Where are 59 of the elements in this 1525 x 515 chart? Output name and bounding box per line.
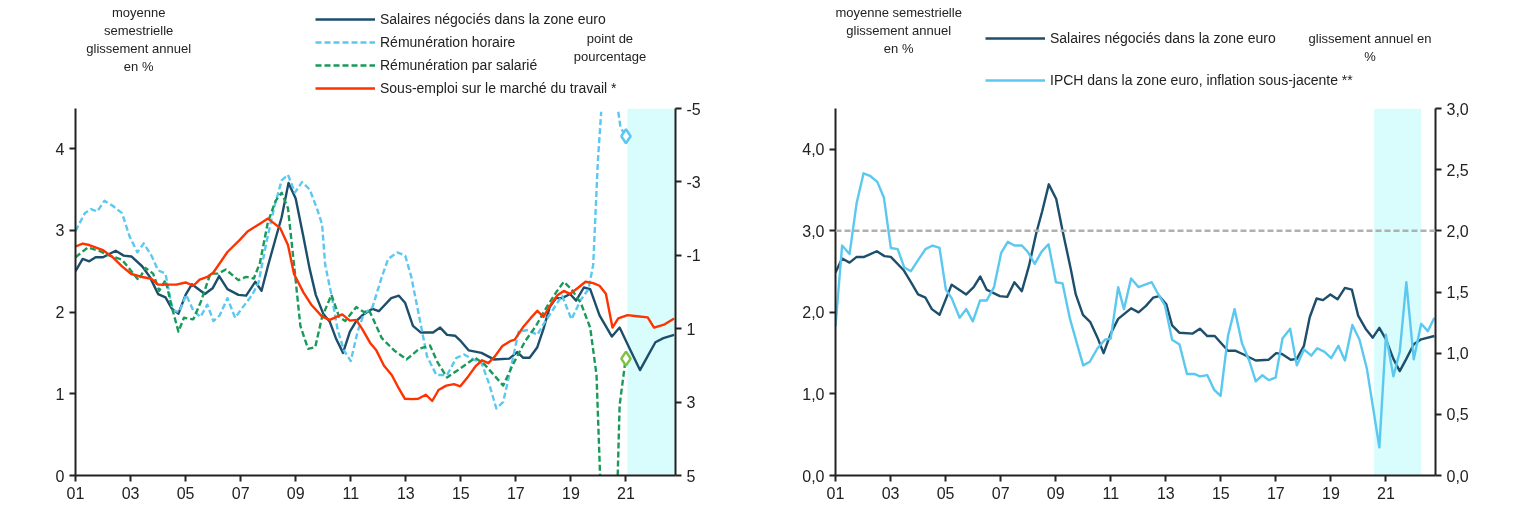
x-tick-label: 17 [506,484,525,502]
y-tick-label: 4,0 [802,141,825,159]
y-tick-label: 1 [55,385,65,403]
x-tick-label: 01 [66,484,85,502]
y2-axis-title: glissement annuel en % [1308,30,1432,64]
y2-axis-title: point de pourcentage [573,30,647,64]
x-tick-label: 15 [451,484,470,502]
y2-tick-label: 1,5 [1446,284,1469,301]
y-tick-label: 0,0 [802,467,825,485]
x-tick-label: 05 [176,484,195,502]
legend-label: Rémunération par salarié [380,57,538,73]
y-tick-label: 1,0 [802,385,825,403]
x-tick-label: 09 [286,484,305,502]
y-tick-label: 3,0 [802,222,825,240]
x-tick-label: 11 [1102,484,1120,502]
x-tick-label: 17 [1266,484,1285,502]
x-tick-label: 03 [881,484,900,502]
y2-tick-label: 5 [686,467,696,485]
y2-tick-label: 2,0 [1446,222,1469,240]
legend-label: Salaires négociés dans la zone euro [1050,30,1276,46]
x-tick-label: 03 [121,484,140,502]
y2-tick-label: 1 [686,320,696,338]
y2-tick-label: 1,0 [1446,345,1469,363]
x-tick-label: 13 [1156,484,1175,502]
line-series [835,172,1436,449]
y-axis-title: moyenne semestrielle glissement annuel en % [86,4,192,74]
y2-tick-label: -3 [686,173,701,191]
x-tick-label: 07 [231,484,250,502]
y2-tick-label: 0,5 [1446,406,1469,424]
x-tick-label: 01 [826,484,845,502]
legend-label: Salaires négociés dans la zone euro [380,11,606,27]
legend-label: Rémunération horaire [380,34,516,50]
y2-tick-label: -1 [686,247,701,265]
y2-tick-label: 3,0 [1446,100,1469,118]
y2-tick-label: 3 [686,394,696,412]
x-tick-label: 13 [396,484,415,502]
y-tick-label: 0 [55,467,65,485]
legend-label: IPCH dans la zone euro, inflation sous-jacente ** [1050,72,1353,88]
x-tick-label: 07 [991,484,1010,502]
line-series [75,217,676,403]
y-tick-label: 4 [55,140,65,158]
x-tick-label: 05 [936,484,955,502]
x-tick-label: 15 [1211,484,1230,502]
y-tick-label: 2,0 [802,304,825,322]
y2-tick-label: -5 [686,100,701,118]
x-tick-label: 11 [342,484,360,502]
line-series [835,183,1436,373]
y-tick-label: 2 [55,304,65,322]
y-tick-label: 3 [55,222,65,240]
legend-label: Sous-emploi sur le marché du travail * [380,80,617,96]
line-series [75,181,676,372]
y2-tick-label: 2,5 [1446,161,1469,179]
x-tick-label: 19 [1322,484,1340,502]
x-tick-label: 21 [1377,484,1395,502]
y2-tick-label: 0,0 [1446,467,1469,485]
x-tick-label: 21 [617,484,635,502]
x-tick-label: 09 [1046,484,1065,502]
y-axis-title: moyenne semestrielle glissement annuel en % [835,4,962,56]
x-tick-label: 19 [562,484,580,502]
